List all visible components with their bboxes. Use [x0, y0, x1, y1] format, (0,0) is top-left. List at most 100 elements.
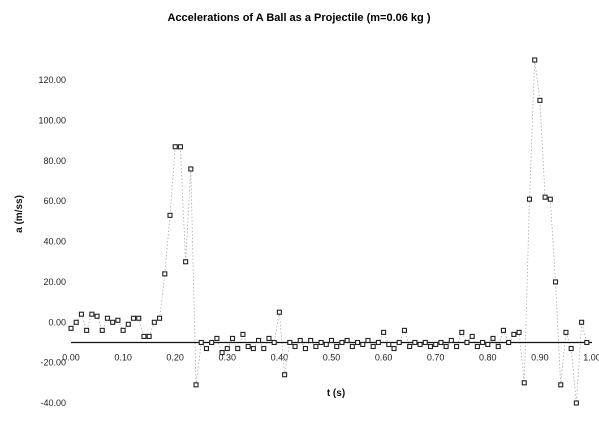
data-point	[136, 315, 142, 321]
data-point	[349, 343, 355, 350]
data-point	[506, 339, 512, 346]
data-point	[381, 329, 387, 335]
y-tick-label: 100.00	[38, 116, 66, 126]
data-point	[433, 341, 439, 348]
data-point	[104, 315, 111, 321]
data-point	[464, 339, 470, 346]
data-point	[516, 329, 522, 335]
data-point	[266, 335, 272, 341]
data-point	[183, 259, 189, 265]
y-tick-label: -40.00	[40, 398, 66, 408]
data-point	[401, 327, 407, 333]
data-point	[214, 335, 220, 341]
data-point	[344, 337, 350, 344]
x-tick-label: 0.20	[166, 352, 184, 362]
data-point	[235, 345, 241, 352]
data-point	[547, 196, 553, 202]
data-point	[282, 372, 288, 378]
data-point	[89, 311, 95, 317]
data-point	[360, 341, 366, 348]
data-point	[443, 343, 449, 350]
data-point	[375, 339, 381, 346]
data-point	[203, 345, 210, 352]
chart-title: Accelerations of A Ball as a Projectile …	[168, 12, 431, 24]
y-tick-label: 0.00	[48, 317, 66, 327]
data-point	[229, 335, 236, 341]
y-tick-label: 40.00	[43, 237, 66, 247]
x-axis-label: t (s)	[327, 388, 345, 399]
data-point	[188, 166, 194, 172]
data-point	[328, 337, 335, 344]
data-point	[459, 329, 465, 335]
data-point	[334, 343, 340, 350]
data-point	[198, 339, 204, 346]
data-point	[584, 339, 590, 346]
data-point	[448, 337, 454, 344]
data-point	[130, 315, 137, 321]
data-point	[276, 309, 282, 315]
data-point	[68, 325, 74, 331]
data-point	[412, 339, 418, 346]
data-point	[511, 331, 517, 337]
data-point	[391, 345, 397, 352]
x-tick-label: 0.10	[114, 352, 132, 362]
series-connecting-line	[70, 59, 588, 404]
data-point	[485, 341, 491, 348]
data-point	[453, 343, 460, 350]
data-point	[469, 333, 475, 339]
data-point	[292, 343, 298, 350]
y-tick-labels: -40.00 -20.00 0.00 20.00 40.00 60.00 80.00 100.…	[38, 75, 66, 408]
data-point	[73, 319, 79, 325]
data-point	[157, 315, 163, 321]
data-point	[396, 339, 402, 346]
data-point	[480, 339, 486, 346]
data-point	[115, 317, 121, 323]
data-point	[422, 339, 428, 346]
data-point	[313, 343, 319, 350]
x-tick-label: 0.00	[62, 352, 80, 362]
data-point	[474, 343, 480, 350]
data-point	[193, 382, 199, 388]
data-point	[287, 339, 293, 346]
data-point	[500, 327, 506, 333]
data-point	[94, 313, 100, 319]
data-point	[141, 333, 147, 339]
data-point	[526, 196, 533, 202]
data-point	[78, 311, 84, 317]
x-tick-label: 0.60	[375, 352, 393, 362]
data-point	[250, 345, 256, 352]
data-point	[339, 339, 345, 346]
data-point	[240, 331, 246, 337]
data-point	[568, 345, 574, 352]
data-point	[427, 343, 434, 350]
data-point	[302, 345, 309, 352]
data-point	[146, 333, 152, 339]
y-tick-label: 60.00	[43, 196, 66, 206]
x-tick-label: 0.70	[427, 352, 445, 362]
data-point	[219, 350, 225, 356]
y-tick-label: 20.00	[43, 277, 66, 287]
data-point	[224, 345, 230, 352]
data-point	[407, 343, 413, 350]
data-point	[386, 341, 392, 348]
data-point	[552, 279, 559, 285]
data-points	[68, 57, 590, 406]
data-point	[308, 337, 314, 344]
x-tick-labels: 0.00 0.10 0.20 0.30 0.40 0.50 0.60 0.70 0.80 0.90…	[62, 352, 599, 362]
data-point	[542, 194, 548, 200]
data-point	[84, 327, 90, 333]
y-tick-label: 120.00	[38, 75, 66, 85]
data-point	[365, 337, 371, 344]
data-point	[532, 57, 538, 63]
data-point	[172, 144, 178, 150]
data-point	[490, 335, 496, 341]
x-tick-label: 1.00	[583, 352, 599, 362]
data-point	[323, 341, 329, 348]
x-tick-label: 0.30	[219, 352, 237, 362]
data-point	[417, 341, 423, 348]
data-point	[151, 319, 157, 325]
data-point	[579, 319, 585, 325]
data-point	[120, 327, 126, 333]
y-tick-label: 80.00	[43, 156, 66, 166]
